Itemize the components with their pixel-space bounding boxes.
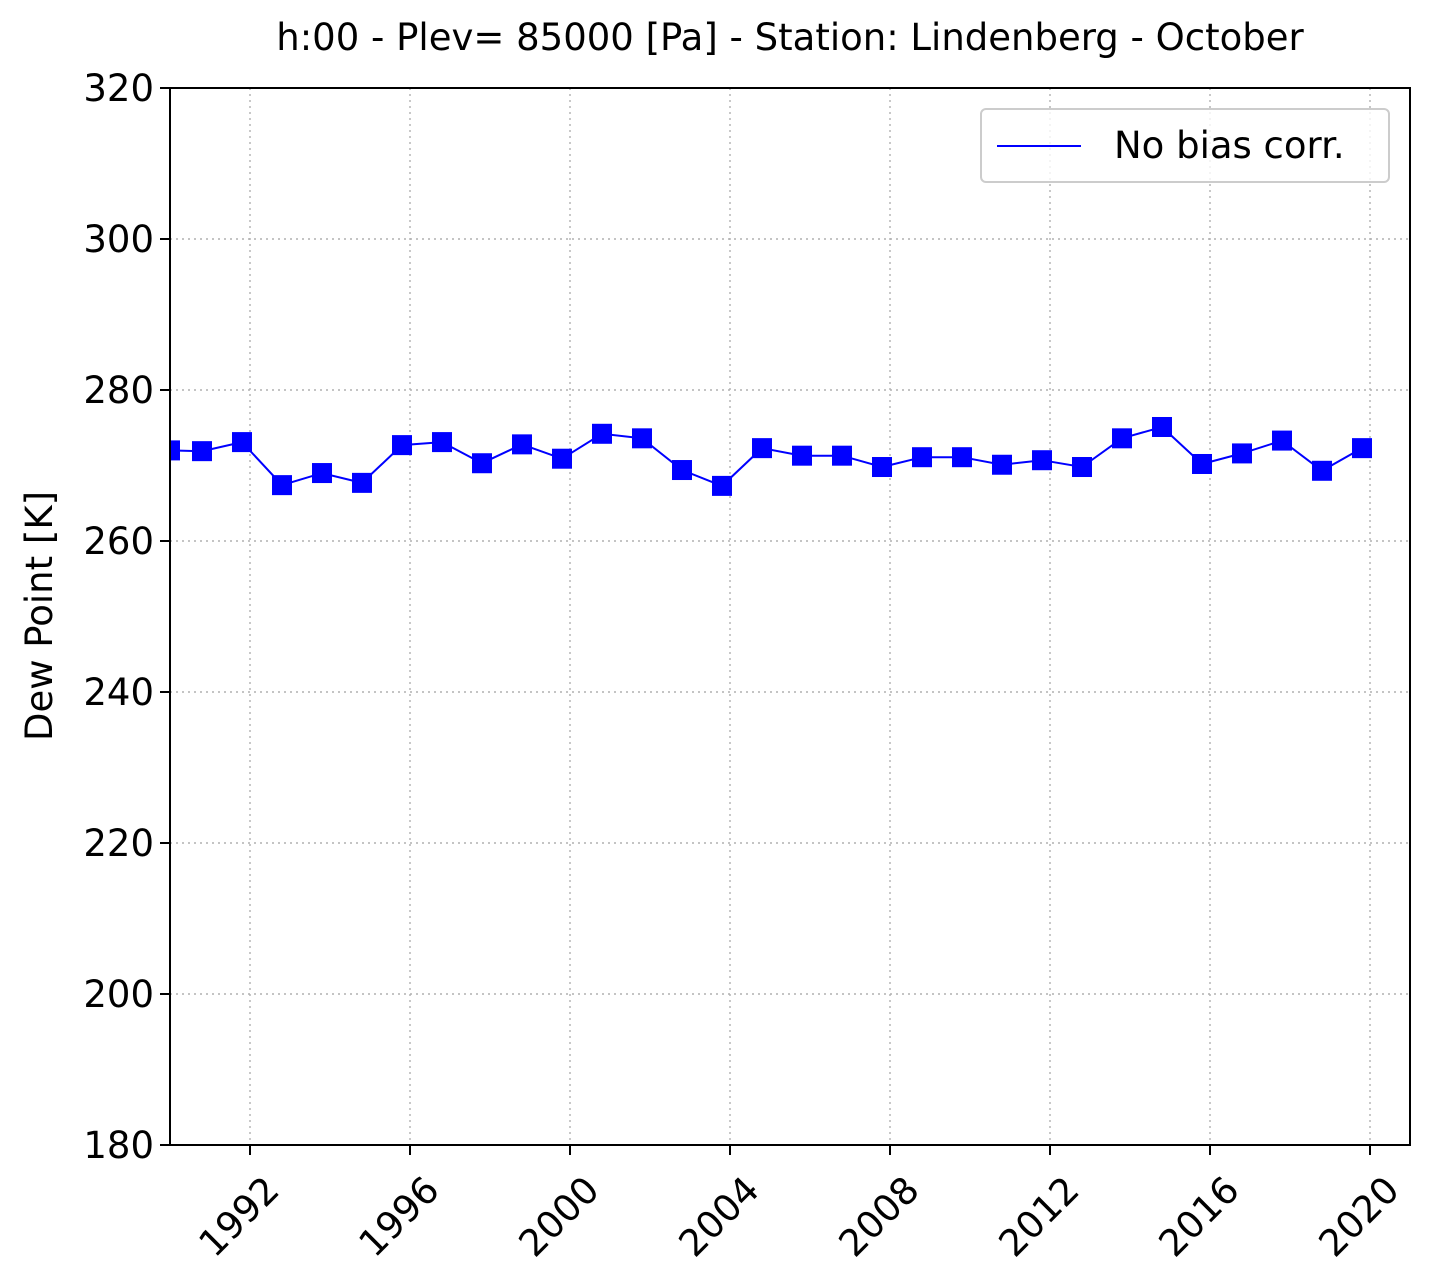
chart-title: h:00 - Plev= 85000 [Pa] - Station: Linde… xyxy=(276,16,1304,59)
data-point-marker xyxy=(712,475,732,496)
data-point-marker xyxy=(392,435,412,456)
y-axis-label: Dew Point [K] xyxy=(18,491,61,741)
data-point-marker xyxy=(1312,460,1332,481)
data-point-marker xyxy=(592,423,612,444)
data-point-marker xyxy=(512,434,532,455)
data-point-marker xyxy=(1232,443,1252,464)
data-point-marker xyxy=(872,457,892,478)
y-tick-label: 200 xyxy=(83,973,154,1016)
data-point-marker xyxy=(432,432,452,453)
legend-box xyxy=(980,108,1390,183)
y-tick-label: 280 xyxy=(83,369,154,412)
y-tick-label: 220 xyxy=(83,822,154,865)
data-point-marker xyxy=(192,441,212,462)
data-point-marker xyxy=(952,447,972,468)
data-point-marker xyxy=(1352,438,1372,459)
y-tick-label: 240 xyxy=(83,671,154,714)
data-point-marker xyxy=(1152,416,1172,437)
y-tick-label: 320 xyxy=(83,67,154,110)
plot-frame xyxy=(169,87,1411,1146)
y-tick-label: 180 xyxy=(83,1124,154,1167)
legend-label: No bias corr. xyxy=(1114,124,1345,167)
data-point-marker xyxy=(672,460,692,481)
data-point-marker xyxy=(472,453,492,474)
data-point-marker xyxy=(1192,453,1212,474)
data-point-marker xyxy=(170,440,180,461)
data-point-marker xyxy=(792,445,812,466)
data-point-marker xyxy=(1112,428,1132,449)
data-point-marker xyxy=(912,447,932,468)
y-tick-label: 260 xyxy=(83,520,154,563)
data-point-marker xyxy=(752,438,772,459)
data-point-marker xyxy=(352,472,372,493)
data-point-marker xyxy=(232,432,252,453)
data-point-marker xyxy=(272,475,292,496)
data-point-marker xyxy=(1072,457,1092,478)
series-clip-group xyxy=(170,416,1372,496)
data-point-marker xyxy=(832,445,852,466)
data-point-marker xyxy=(312,463,332,484)
data-point-marker xyxy=(632,428,652,449)
data-point-marker xyxy=(1272,430,1292,451)
legend: No bias corr. xyxy=(980,108,1390,183)
data-point-marker xyxy=(552,448,572,469)
y-tick-label: 300 xyxy=(83,218,154,261)
data-point-marker xyxy=(1032,450,1052,471)
data-point-marker xyxy=(992,454,1012,475)
series-layer xyxy=(170,416,1372,496)
y-axis: 180 200 220 240 260 280 300 320 xyxy=(83,67,170,1167)
